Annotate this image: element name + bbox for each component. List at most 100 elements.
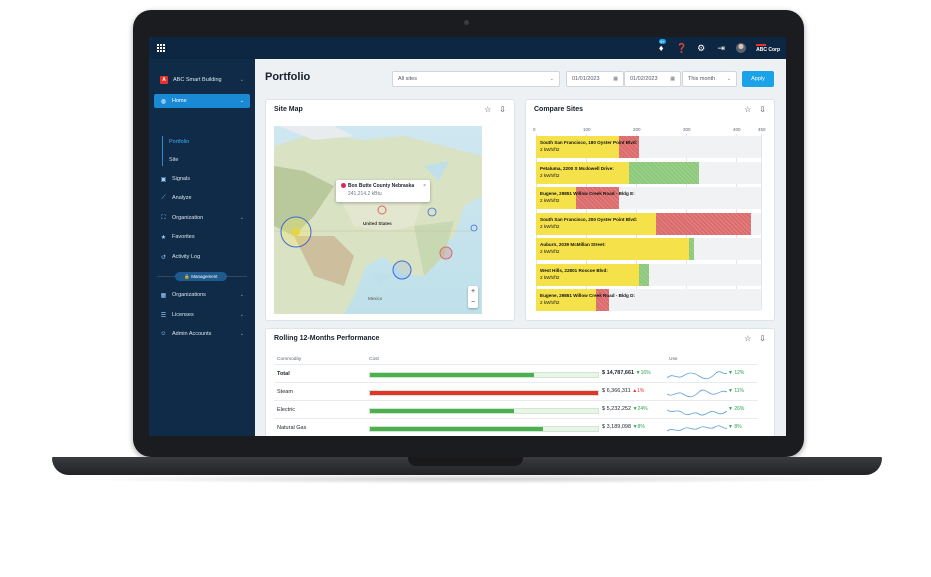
period-select[interactable]: This month ⌄ <box>682 71 737 87</box>
bar-segment-red <box>576 187 619 209</box>
axis-tick-label: 200 <box>633 127 641 132</box>
sidebar-item-label: Home <box>172 98 187 104</box>
compare-site-row[interactable]: Eugene, 29851 Willow Creek Road - Bldg D… <box>536 289 761 311</box>
sites-select[interactable]: All sites ⌄ <box>392 71 560 87</box>
bar-segment-yellow <box>536 187 576 209</box>
table-row[interactable]: Total $ 14,787,661 ▼16% ▼ 12% <box>274 364 758 382</box>
cost-amount: $ 3,189,098 <box>602 424 633 430</box>
popup-site-name: Box Butte County Nebraska <box>348 183 415 189</box>
cost-amount: $ 5,232,252 <box>602 406 633 412</box>
site-name: Eugene, 29851 Willow Creek Road - Bldg E… <box>540 191 635 196</box>
performance-card: Rolling 12-Months Performance ☆ ⇩ Commod… <box>265 328 775 436</box>
chevron-down-icon: ⌄ <box>726 76 731 82</box>
sidebar-item-label: Favorites <box>172 234 195 240</box>
cost-trend: ▲1% <box>632 388 645 394</box>
period-value: This month <box>688 76 716 82</box>
sidebar-item-analyze[interactable]: ⟋ Analyze <box>154 191 250 205</box>
download-icon[interactable]: ⇩ <box>499 105 506 114</box>
cost-bar <box>369 408 599 414</box>
commodity-name: Total <box>277 371 290 377</box>
sidebar-item-site[interactable]: Site <box>169 157 179 163</box>
chevron-down-icon: ⌄ <box>239 77 244 83</box>
download-icon[interactable]: ⇩ <box>759 334 766 343</box>
star-outline-icon[interactable]: ☆ <box>744 334 752 343</box>
cost-amount: $ 14,787,661 <box>602 370 636 376</box>
sidebar: A ABC Smart Building ⌄ ◍ Home ⌄ Portfoli… <box>149 59 255 436</box>
axis-tick-label: 300 <box>683 127 691 132</box>
table-row[interactable]: Natural Gas $ 3,189,098 ▼8% ▼ 8% <box>274 418 758 436</box>
sidebar-item-organization[interactable]: ⛶ Organization ⌄ <box>154 211 250 225</box>
axis-tick-label: 0 <box>533 127 536 132</box>
star-outline-icon[interactable]: ☆ <box>484 105 492 114</box>
lock-icon: 🔒 <box>184 273 192 279</box>
site-map[interactable]: United States Mexico Box Butte County Ne… <box>274 126 482 314</box>
sidebar-item-organizations[interactable]: ▦ Organizations ⌄ <box>154 288 250 302</box>
commodity-name: Steam <box>277 389 293 395</box>
cost-bar-fill <box>370 391 598 395</box>
date-from-input[interactable]: 01/01/2023 ▦ <box>566 71 624 87</box>
sidebar-item-label: Admin Accounts <box>172 331 212 337</box>
compare-site-row[interactable]: Eugene, 29851 Willow Creek Road - Bldg E… <box>536 187 761 209</box>
cost-value: $ 3,189,098 ▼8% <box>602 424 645 430</box>
zoom-in-button[interactable]: + <box>470 288 476 295</box>
sidebar-item-licenses[interactable]: ☰ Licenses ⌄ <box>154 308 250 322</box>
bar-segment-yellow <box>536 289 596 311</box>
usage-sparkline <box>667 425 727 432</box>
card-actions: ☆ ⇩ <box>744 105 766 114</box>
sidebar-item-label: Activity Log <box>172 254 201 260</box>
sidebar-item-activity-log[interactable]: ↺ Activity Log <box>154 250 250 264</box>
site-unit: 2 kWh/ft2 <box>540 249 560 254</box>
popup-site-value: 241,214.2 kBtu <box>348 191 382 197</box>
cost-trend: ▼16% <box>635 370 651 376</box>
calendar-icon: ▦ <box>613 76 618 82</box>
bar-segment-red <box>618 136 639 158</box>
gear-icon[interactable]: ⚙ <box>697 43 706 53</box>
compare-site-label: Petaluma, 2200 S Mcdowell Drive: 2 kWh/ft… <box>540 165 614 179</box>
avatar[interactable] <box>736 43 747 53</box>
help-icon[interactable]: ❓ <box>676 43 688 53</box>
table-row[interactable]: Electric $ 5,232,252 ▼24% ▼ 26% <box>274 400 758 418</box>
bar-segment-yellow <box>536 136 619 158</box>
bell-icon[interactable]: ♦ 9+ <box>658 39 666 53</box>
star-outline-icon[interactable]: ☆ <box>744 105 752 114</box>
site-marker-dot <box>341 183 346 189</box>
compare-site-label: Auburn, 2039 McMillan Street: 2 kWh/ft2 <box>540 241 606 255</box>
close-icon[interactable]: × <box>423 183 426 189</box>
sidebar-item-signals[interactable]: ▣ Signals <box>154 172 250 186</box>
map-canvas <box>274 126 482 314</box>
cost-bar-fill <box>370 427 544 431</box>
date-from-value: 01/01/2023 <box>572 76 600 82</box>
zoom-out-button[interactable]: − <box>470 299 476 306</box>
cost-bar-fill <box>370 409 514 413</box>
page-title: Portfolio <box>265 71 311 83</box>
download-icon[interactable]: ⇩ <box>759 105 766 114</box>
building-selector[interactable]: A ABC Smart Building ⌄ <box>154 73 250 87</box>
cost-bar <box>369 390 599 396</box>
axis-tick-label: 100 <box>583 127 591 132</box>
cost-value: $ 5,232,252 ▼24% <box>602 406 648 412</box>
compare-site-row[interactable]: Petaluma, 2200 S Mcdowell Drive: 2 kWh/ft… <box>536 161 761 184</box>
chart-icon: ⟋ <box>161 194 166 201</box>
chevron-down-icon: ⌄ <box>549 76 554 82</box>
table-row[interactable]: Steam $ 6,366,311 ▲1% ▼ 11% <box>274 382 758 400</box>
sidebar-item-home[interactable]: ◍ Home ⌄ <box>154 94 250 108</box>
site-unit: 2 kWh/ft2 <box>540 147 560 152</box>
license-icon: ☰ <box>160 312 167 319</box>
bar-segment-yellow <box>536 161 629 184</box>
sidebar-item-admin-accounts[interactable]: ☺ Admin Accounts ⌄ <box>154 327 250 341</box>
logout-icon[interactable]: ⇥ <box>717 43 725 53</box>
date-to-input[interactable]: 01/02/2023 ▦ <box>624 71 681 87</box>
sidebar-item-favorites[interactable]: ★ Favorites <box>154 230 250 244</box>
compare-site-row[interactable]: Auburn, 2039 McMillan Street: 2 kWh/ft2 <box>536 238 761 260</box>
apply-button[interactable]: Apply <box>742 71 774 87</box>
compare-site-row[interactable]: South San Francisco, 180 Oyster Point Bl… <box>536 136 761 158</box>
signal-icon: ▣ <box>160 176 167 183</box>
compare-site-row[interactable]: West Hills, 22801 Roscoe Blvd: 2 kWh/ft2 <box>536 263 761 286</box>
compare-site-row[interactable]: South San Francisco, 200 Oyster Point Bl… <box>536 212 761 235</box>
grid-icon[interactable] <box>157 44 165 52</box>
card-actions: ☆ ⇩ <box>744 334 766 343</box>
use-trend: ▼ 11% <box>728 388 744 394</box>
sidebar-item-portfolio[interactable]: Portfolio <box>169 139 190 145</box>
site-name: Eugene, 29851 Willow Creek Road - Bldg D… <box>540 293 635 298</box>
site-unit: 2 kWh/ft2 <box>540 223 560 229</box>
